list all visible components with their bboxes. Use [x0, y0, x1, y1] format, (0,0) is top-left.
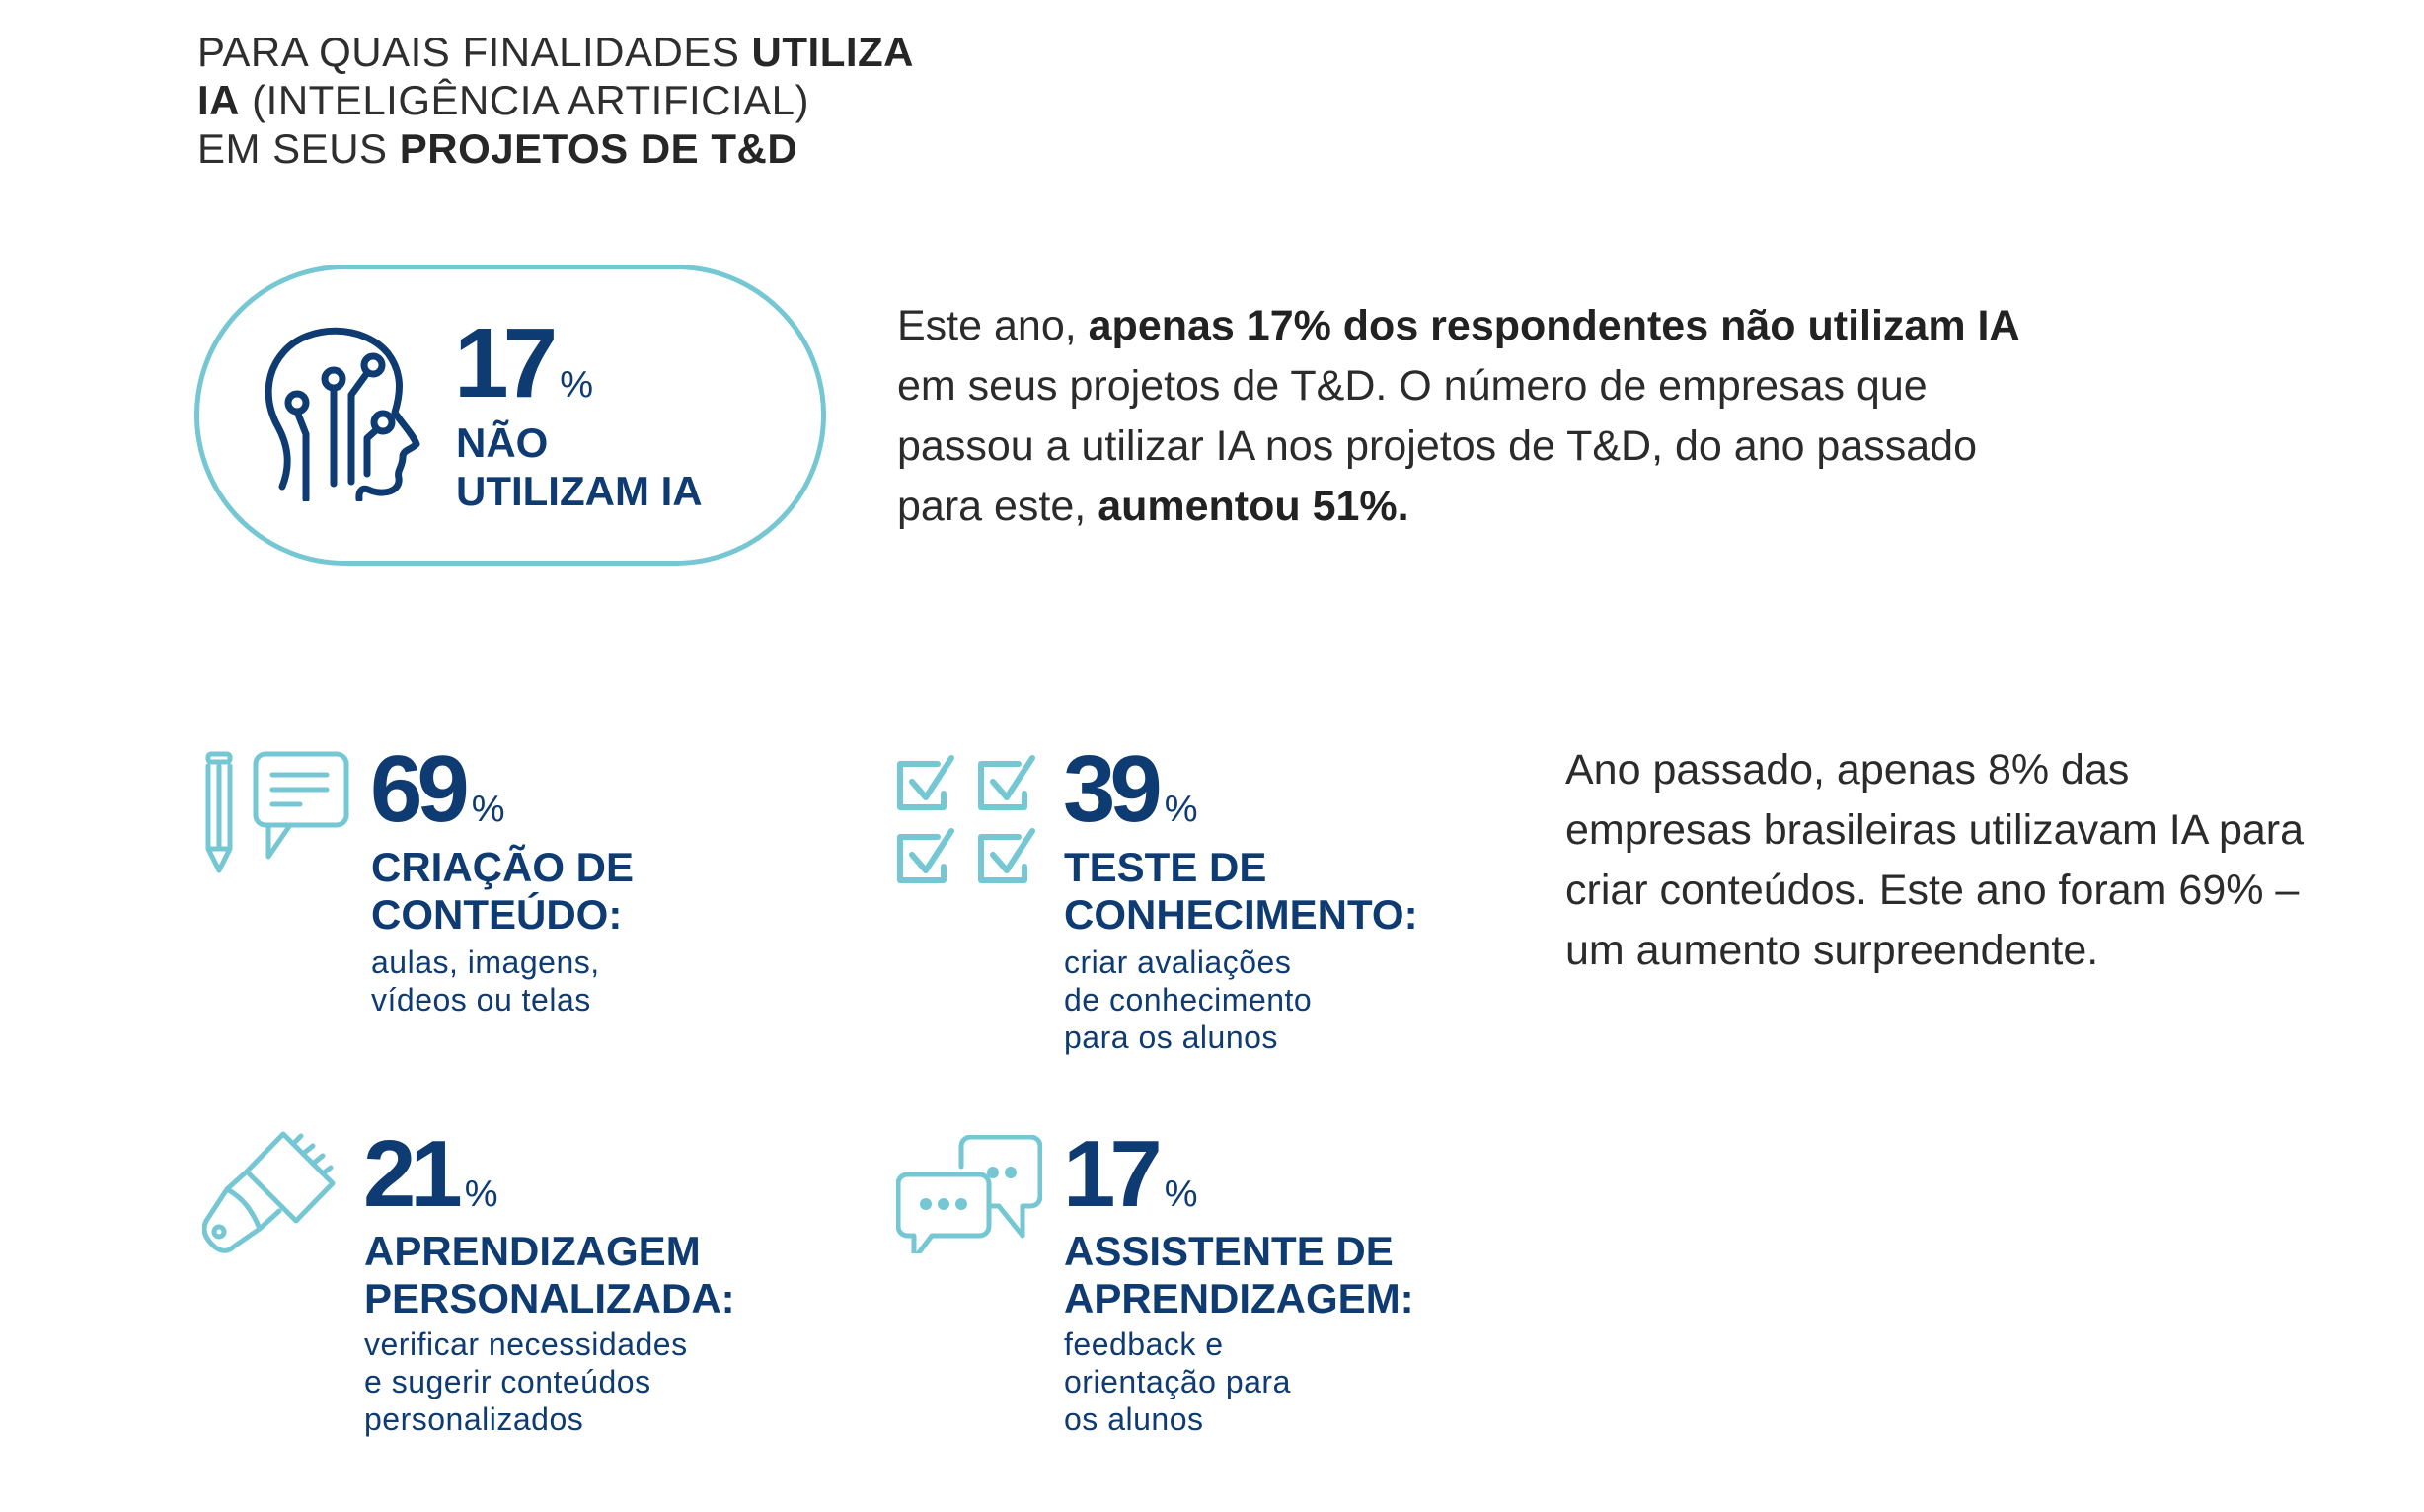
stat-value: 21% [363, 1121, 498, 1227]
brain-circuit-icon [265, 327, 420, 501]
stat-description: aulas, imagens, vídeos ou telas [371, 945, 600, 1018]
chat-bubbles-icon [896, 1135, 1042, 1253]
stat-description: criar avaliações de conhecimento para os a… [1064, 945, 1313, 1055]
highlight-value: 17% [454, 308, 594, 418]
stat-description: verificar necessidades e sugerir conteúdo… [364, 1326, 688, 1437]
stat-description: feedback e orientação para os alunos [1064, 1326, 1291, 1437]
stat-heading: ASSISTENTE DE APRENDIZAGEM: [1064, 1228, 1414, 1322]
stat-heading: APRENDIZAGEM PERSONALIZADA: [364, 1228, 735, 1322]
stat-heading: CRIAÇÃO DE CONTEÚDO: [371, 844, 635, 938]
stat-value: 69% [370, 736, 505, 842]
stat-heading: TESTE DE CONHECIMENTO: [1064, 844, 1418, 938]
highlight-card [194, 265, 826, 566]
pencil-chat-icon [205, 751, 349, 873]
checkbox-grid-icon [897, 755, 1035, 883]
paintbrush-icon [202, 1131, 336, 1253]
highlight-label: NÃO UTILIZAM IA [456, 419, 703, 514]
side-note: Ano passado, apenas 8% das empresas bras… [1565, 746, 2305, 974]
stat-value: 39% [1063, 736, 1198, 842]
page-title: PARA QUAIS FINALIDADES UTILIZA IA (INTEL… [197, 29, 915, 172]
intro-paragraph: Este ano, apenas 17% dos respondentes nã… [897, 302, 2020, 530]
stat-value: 17% [1063, 1121, 1198, 1227]
